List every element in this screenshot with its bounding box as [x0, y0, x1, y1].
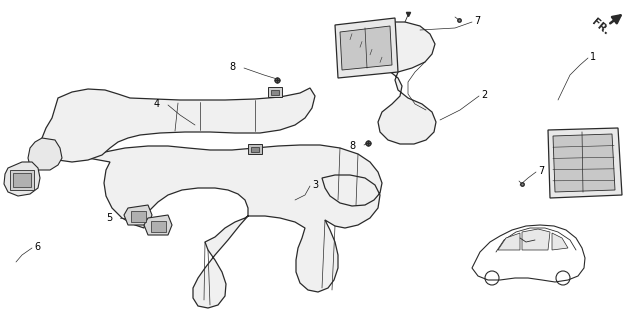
Text: 5: 5: [106, 213, 112, 223]
Text: 6: 6: [34, 242, 40, 252]
Polygon shape: [335, 18, 398, 78]
Polygon shape: [268, 87, 282, 97]
Polygon shape: [345, 22, 436, 144]
Polygon shape: [248, 144, 262, 154]
Text: 4: 4: [154, 99, 160, 109]
Polygon shape: [124, 205, 152, 225]
Polygon shape: [548, 128, 622, 198]
Polygon shape: [42, 88, 315, 162]
Text: 3: 3: [312, 180, 318, 190]
Polygon shape: [553, 134, 615, 192]
Polygon shape: [472, 225, 585, 282]
Polygon shape: [522, 229, 550, 250]
Text: 7: 7: [474, 16, 480, 26]
Text: 1: 1: [590, 52, 596, 62]
Polygon shape: [4, 162, 40, 196]
Text: 8: 8: [350, 141, 356, 151]
Polygon shape: [271, 90, 279, 95]
Polygon shape: [151, 221, 166, 232]
Polygon shape: [88, 145, 382, 308]
Polygon shape: [131, 211, 146, 222]
Text: 8: 8: [230, 62, 236, 72]
Polygon shape: [28, 138, 62, 170]
Polygon shape: [10, 170, 34, 190]
Text: 7: 7: [538, 166, 544, 176]
Polygon shape: [552, 233, 568, 250]
Polygon shape: [144, 215, 172, 235]
Polygon shape: [251, 147, 259, 152]
Text: 2: 2: [481, 90, 487, 100]
Polygon shape: [13, 173, 31, 187]
Text: FR.: FR.: [589, 17, 611, 37]
Polygon shape: [340, 26, 392, 70]
Polygon shape: [498, 233, 520, 250]
